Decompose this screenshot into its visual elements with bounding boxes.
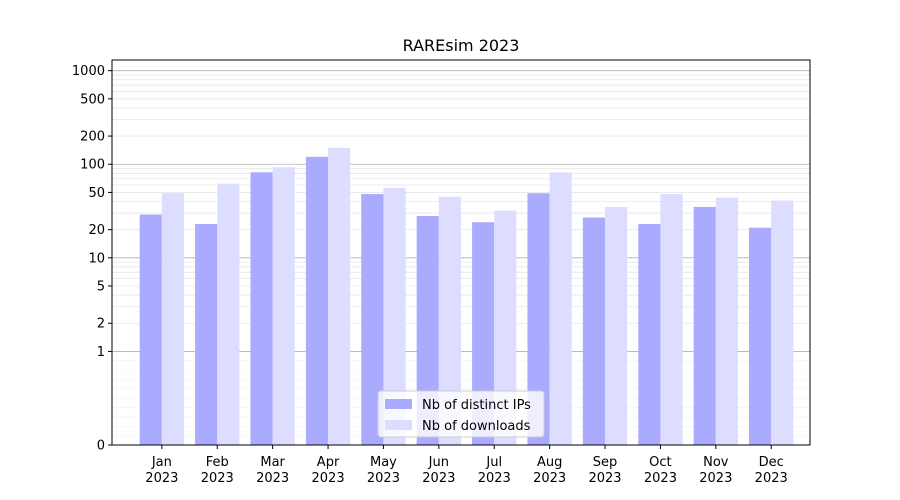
bar-distinct-ips-jul	[472, 222, 495, 445]
bar-downloads-sep	[605, 206, 628, 445]
bar-distinct-ips-apr	[305, 156, 329, 446]
bar-distinct-ips-jan	[139, 214, 162, 445]
bar-downloads-apr	[328, 147, 351, 445]
y-tick-label: 5	[97, 280, 105, 295]
bar-downloads-mar	[272, 167, 295, 446]
x-tick-label-year: 2023	[644, 471, 677, 486]
x-tick-label-year: 2023	[422, 471, 455, 486]
y-tick-label: 50	[88, 186, 105, 201]
x-tick-label-year: 2023	[478, 471, 511, 486]
bar-distinct-ips-feb	[195, 223, 218, 445]
x-tick-label-month: Aug	[537, 455, 562, 470]
x-tick-label-month: Jul	[485, 455, 502, 470]
legend: Nb of distinct IPs Nb of downloads	[377, 390, 545, 438]
y-tick-label: 0	[97, 439, 105, 454]
y-tick-label: 10	[88, 251, 105, 266]
legend-swatch-downloads	[385, 420, 412, 430]
x-tick-label-month: Dec	[759, 455, 784, 470]
bars	[139, 147, 794, 446]
x-tick-label-year: 2023	[312, 471, 345, 486]
bar-downloads-dec	[771, 200, 794, 445]
bar-distinct-ips-sep	[582, 217, 606, 445]
plot-frame	[111, 59, 811, 446]
bar-downloads-jan	[161, 193, 185, 445]
x-tick-label-month: Jan	[151, 455, 172, 470]
bar-distinct-ips-nov	[693, 206, 716, 445]
bar-distinct-ips-mar	[250, 172, 273, 446]
x-tick-label-month: Feb	[206, 455, 229, 470]
legend-box	[377, 390, 545, 438]
legend-label-distinct-ips: Nb of distinct IPs	[422, 398, 531, 413]
bar-distinct-ips-aug	[527, 193, 550, 445]
chart-title: RAREsim 2023	[403, 36, 520, 55]
legend-swatch-distinct-ips	[385, 399, 412, 409]
x-axis-ticks: Jan2023Feb2023Mar2023Apr2023May2023Jun20…	[145, 445, 788, 486]
x-tick-label-month: May	[370, 455, 397, 470]
bar-downloads-jun	[438, 196, 461, 445]
x-tick-label-year: 2023	[755, 471, 788, 486]
y-tick-label: 2	[97, 317, 105, 332]
x-tick-label-month: Nov	[703, 455, 729, 470]
x-tick-label-month: Jun	[428, 455, 449, 470]
x-tick-label-month: Sep	[593, 455, 618, 470]
x-tick-label-month: Oct	[649, 455, 671, 470]
bar-distinct-ips-oct	[638, 223, 661, 445]
bar-distinct-ips-dec	[749, 227, 772, 445]
bar-distinct-ips-jun	[416, 215, 439, 445]
x-tick-label-year: 2023	[256, 471, 289, 486]
y-tick-label: 1	[97, 345, 105, 360]
bar-downloads-feb	[217, 183, 240, 445]
x-tick-label-year: 2023	[699, 471, 732, 486]
x-tick-label-month: Apr	[317, 455, 340, 470]
x-tick-label-month: Mar	[260, 455, 285, 470]
y-tick-label: 200	[80, 130, 105, 145]
bar-downloads-jul	[494, 210, 517, 445]
bar-downloads-aug	[549, 172, 572, 446]
bar-downloads-may	[383, 187, 406, 445]
y-tick-label: 100	[80, 158, 105, 173]
y-tick-label: 1000	[72, 64, 105, 79]
bar-downloads-oct	[660, 194, 683, 445]
x-tick-label-year: 2023	[201, 471, 234, 486]
y-axis-ticks: 0 1 2 5 10 20 50 100 200 500 1000	[72, 64, 112, 454]
bar-distinct-ips-may	[361, 194, 384, 445]
bar-downloads-nov	[715, 197, 738, 445]
y-tick-label: 500	[80, 92, 105, 107]
legend-label-downloads: Nb of downloads	[422, 419, 531, 434]
x-tick-label-year: 2023	[533, 471, 566, 486]
y-tick-label: 20	[88, 223, 105, 238]
x-tick-label-year: 2023	[367, 471, 400, 486]
x-tick-label-year: 2023	[145, 471, 178, 486]
x-tick-label-year: 2023	[588, 471, 621, 486]
